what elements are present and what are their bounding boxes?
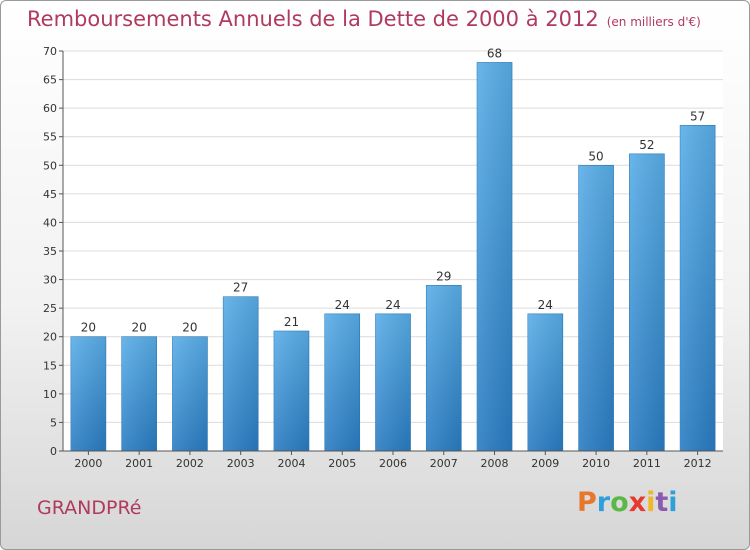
bar-value-label: 68 — [487, 46, 502, 60]
x-tick-label: 2007 — [430, 457, 458, 470]
bar-value-label: 29 — [436, 269, 451, 283]
y-tick-label: 35 — [43, 245, 57, 258]
bar-shade — [121, 336, 157, 451]
y-tick-label: 45 — [43, 188, 57, 201]
chart-title-text: Remboursements Annuels de la Dette de 20… — [27, 7, 599, 31]
y-tick-label: 65 — [43, 74, 57, 87]
x-tick-label: 2011 — [633, 457, 661, 470]
bar-value-label: 24 — [385, 298, 400, 312]
bar-value-label: 20 — [81, 321, 96, 335]
x-tick-label: 2000 — [74, 457, 102, 470]
x-tick-label: 2008 — [481, 457, 509, 470]
bar-value-label: 24 — [335, 298, 350, 312]
bar-value-label: 57 — [690, 109, 705, 123]
bar-shade — [426, 285, 462, 451]
bar-shade — [70, 336, 106, 451]
y-tick-label: 10 — [43, 388, 57, 401]
proxiti-logo: Proxiti — [577, 487, 678, 518]
logo-letter: o — [610, 487, 629, 518]
x-tick-label: 2003 — [227, 457, 255, 470]
y-tick-label: 25 — [43, 302, 57, 315]
x-tick-label: 2006 — [379, 457, 407, 470]
bar-shade — [527, 313, 563, 451]
bar-value-label: 27 — [233, 281, 248, 295]
bar-shade — [172, 336, 208, 451]
y-tick-label: 15 — [43, 359, 57, 372]
logo-letter: r — [596, 487, 611, 518]
y-tick-label: 0 — [50, 445, 57, 458]
commune-name: GRANDPRé — [37, 497, 142, 519]
y-tick-label: 60 — [43, 102, 57, 115]
x-tick-label: 2012 — [684, 457, 712, 470]
bar-shade — [578, 165, 614, 452]
bar-value-label: 20 — [182, 321, 197, 335]
y-tick-label: 55 — [43, 131, 57, 144]
logo-letter: x — [628, 487, 647, 518]
x-tick-label: 2001 — [125, 457, 153, 470]
bar-value-label: 20 — [132, 321, 147, 335]
bar-value-label: 50 — [588, 149, 603, 163]
y-tick-label: 30 — [43, 274, 57, 287]
chart-unit: (en milliers d'€) — [606, 15, 701, 29]
bar-shade — [324, 313, 360, 451]
bar-value-label: 24 — [538, 298, 553, 312]
chart-title: Remboursements Annuels de la Dette de 20… — [27, 7, 701, 31]
x-tick-label: 2010 — [582, 457, 610, 470]
bar-value-label: 52 — [639, 138, 654, 152]
bar-shade — [629, 153, 665, 451]
bar-shade — [680, 125, 716, 452]
y-tick-label: 20 — [43, 331, 57, 344]
bar-value-label: 21 — [284, 315, 299, 329]
bar-shade — [477, 62, 513, 452]
logo-letter: i — [646, 487, 656, 518]
y-tick-label: 40 — [43, 216, 57, 229]
logo-letter: t — [655, 487, 669, 518]
bar-shade — [273, 331, 309, 451]
y-tick-label: 5 — [50, 416, 57, 429]
x-tick-label: 2005 — [328, 457, 356, 470]
bar-shade — [223, 296, 259, 451]
logo-letter: P — [577, 487, 597, 518]
bar-shade — [375, 313, 411, 451]
y-tick-label: 50 — [43, 159, 57, 172]
x-tick-label: 2009 — [531, 457, 559, 470]
logo-letter: i — [668, 487, 678, 518]
y-tick-label: 70 — [43, 45, 57, 58]
x-tick-label: 2004 — [277, 457, 305, 470]
x-tick-label: 2002 — [176, 457, 204, 470]
